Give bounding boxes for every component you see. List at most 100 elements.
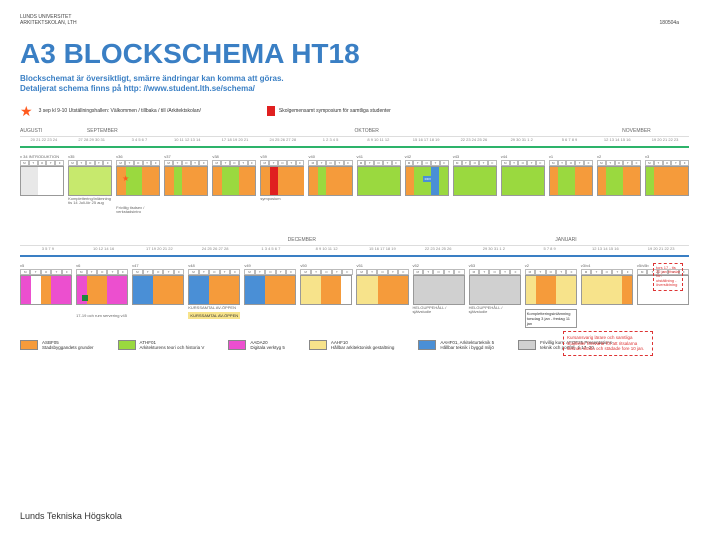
block-cell xyxy=(230,167,238,195)
week-body xyxy=(260,166,304,196)
red-legend: Skolgemensamt symposium för samtliga stu… xyxy=(267,106,391,116)
day-header-cell: T xyxy=(95,160,104,166)
block-cell xyxy=(366,167,374,195)
day-header-cell: M xyxy=(501,160,510,166)
day-header: MTOTF xyxy=(212,160,256,166)
day-header-cell: M xyxy=(132,269,142,275)
week-body xyxy=(357,166,401,196)
day-header-cell: T xyxy=(30,269,40,275)
komp-note: Kompletteringsinlämning torsdag 3 jan - … xyxy=(525,309,577,328)
day-header-cell: M xyxy=(637,269,647,275)
day-header-cell: T xyxy=(77,160,86,166)
divider-top xyxy=(20,146,689,148)
week-label: v1 xyxy=(549,154,593,159)
week-label: v51 xyxy=(356,263,408,268)
block-cell xyxy=(550,167,558,195)
block-cell xyxy=(133,276,143,304)
day-header: MTOTF xyxy=(453,160,497,166)
block-cell xyxy=(51,276,61,304)
month-label xyxy=(221,128,288,134)
block-cell xyxy=(680,167,688,195)
week-caption: Komplettering/inlämning tis 14 Juli-lör … xyxy=(68,197,112,206)
day-header-cell: F xyxy=(632,160,641,166)
date-cell: 15 16 17 18 19 xyxy=(355,245,411,253)
divider-mid xyxy=(20,255,689,257)
block-cell xyxy=(582,276,592,304)
day-header-cell: F xyxy=(392,160,401,166)
week-body xyxy=(356,275,408,305)
week-block: v40 MTOTF xyxy=(308,154,352,215)
day-header-cell: T xyxy=(591,269,601,275)
day-header-cell: M xyxy=(260,160,269,166)
week-block: v41 MTOTF xyxy=(357,154,401,215)
block-cell xyxy=(287,167,295,195)
week-block: v 34 INTRODUKTION MTOTF xyxy=(20,154,64,215)
block-cell xyxy=(546,276,556,304)
block-cell xyxy=(21,276,31,304)
block-cell xyxy=(199,276,209,304)
week-caption: KURSSAMTAL AV-ÖPPEN xyxy=(188,306,240,310)
week-body xyxy=(132,275,184,305)
week-body xyxy=(501,166,545,196)
week-label: v52 xyxy=(413,263,465,268)
day-header-cell: T xyxy=(606,160,615,166)
day-header-cell: O xyxy=(377,269,387,275)
day-header: MTOTF xyxy=(188,269,240,275)
legend-text: AADA20Digitala verktyg 5 xyxy=(250,340,285,351)
day-header-cell: T xyxy=(479,269,489,275)
month-label: DECEMBER xyxy=(288,237,355,243)
legend-text: AAHF10Hållbar arkitektonisk gestaltning xyxy=(331,340,395,351)
block-cell xyxy=(592,276,602,304)
block-cell xyxy=(502,167,510,195)
week-caption: 17-19 och rum servering v45 xyxy=(76,314,128,318)
day-header-cell: F xyxy=(342,269,352,275)
week-block: v2 MTOTF xyxy=(597,154,641,215)
block-cell xyxy=(654,167,662,195)
day-header-cell: T xyxy=(220,269,230,275)
day-header-cell: T xyxy=(575,160,584,166)
week-label: v43 xyxy=(453,154,497,159)
week-body xyxy=(469,275,521,305)
schedule-row-2: v5 MTOTF v6 MTOTF 17-19 och rum serverin… xyxy=(20,263,689,328)
block-cell xyxy=(646,167,654,195)
block-cell xyxy=(86,167,94,195)
month-label xyxy=(288,128,355,134)
day-header: MTOTF xyxy=(549,160,593,166)
month-label xyxy=(421,237,488,243)
block-cell xyxy=(439,167,447,195)
legend-item: AAHF10Hållbar arkitektonisk gestaltning xyxy=(309,340,395,351)
week-label: v5 xyxy=(20,263,72,268)
block-cell xyxy=(424,276,434,304)
block-cell xyxy=(270,167,278,195)
day-header-cell: M xyxy=(357,160,366,166)
day-header-cell: T xyxy=(367,269,377,275)
day-header-cell: O xyxy=(321,269,331,275)
month-label: AUGUSTI xyxy=(20,128,87,134)
block-cell xyxy=(671,167,679,195)
block-cell xyxy=(367,276,377,304)
legend-text: ASBF05Stadsbyggandets grunder xyxy=(42,340,94,351)
block-cell xyxy=(471,167,479,195)
block-cell xyxy=(182,167,190,195)
week-label: v38 xyxy=(212,154,256,159)
day-header-cell: T xyxy=(107,269,117,275)
week-body xyxy=(164,166,208,196)
block-cell xyxy=(358,167,366,195)
day-header-cell: F xyxy=(344,160,353,166)
block-cell xyxy=(78,167,86,195)
day-header-cell: M xyxy=(20,160,29,166)
block-cell xyxy=(55,167,63,195)
org-header: LUNDS UNIVERSITET ARKITEKTSKOLAN, LTH xyxy=(20,14,77,26)
block-cell xyxy=(527,167,535,195)
date-cell: 19 20 21 22 23 xyxy=(641,136,689,144)
month-label xyxy=(622,237,689,243)
day-header: MTOTF xyxy=(20,269,72,275)
week-block: v6 MTOTF 17-19 och rum servering v45 xyxy=(76,263,128,328)
day-header: MTOTF xyxy=(597,160,641,166)
day-header-cell: T xyxy=(383,160,392,166)
legend-text: AAHF01, Arkitekturteknik 5Hållbar teknik… xyxy=(440,340,494,351)
day-header-cell: F xyxy=(118,269,128,275)
star-note: 3 sep kl 9-10 Utställningshallen: Välkom… xyxy=(39,108,201,114)
date-cell: 24 25 26 27 28 xyxy=(187,245,243,253)
block-cell xyxy=(219,276,229,304)
